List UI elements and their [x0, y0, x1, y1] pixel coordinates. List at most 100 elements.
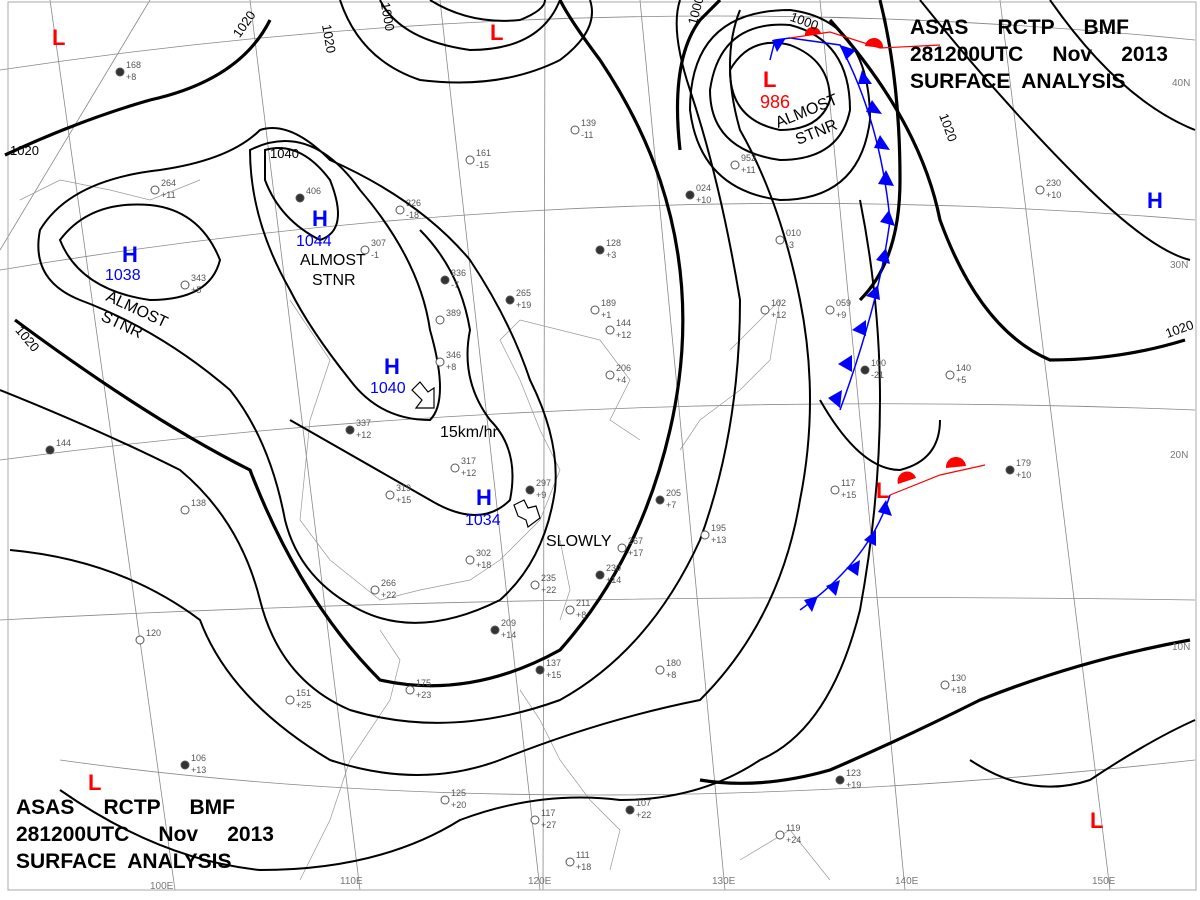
station-pressure: 117 — [541, 808, 555, 818]
arrow-icon — [411, 381, 435, 409]
station-tendency: +7 — [666, 500, 676, 510]
station-pressure: 130 — [951, 673, 966, 683]
station-tendency: -1 — [371, 250, 379, 260]
station-tendency: +10 — [1046, 190, 1061, 200]
svg-text:120E: 120E — [528, 876, 552, 887]
low-center: L — [763, 67, 776, 92]
station-marker — [700, 530, 710, 540]
station-pressure: 168 — [126, 60, 141, 70]
header-line-1: ASAS RCTP BMF — [16, 796, 235, 819]
station-plots: 168 +8 264 +11 343 +5 406 326 -18 307 -1 336 -7 389 34… — [45, 60, 1061, 872]
svg-text:1020: 1020 — [10, 143, 39, 158]
station-pressure: 151 — [296, 688, 311, 698]
station-marker — [465, 155, 475, 165]
station-marker — [525, 485, 535, 495]
svg-text:15km/hr: 15km/hr — [440, 424, 498, 441]
station-tendency: +14 — [606, 575, 621, 585]
station-tendency: +22 — [381, 590, 396, 600]
station-marker — [370, 585, 380, 595]
station-tendency: +17 — [628, 548, 643, 558]
station-pressure: 952 — [741, 153, 756, 163]
station-marker — [435, 315, 445, 325]
station-pressure: 120 — [146, 628, 161, 638]
station-pressure: 206 — [616, 363, 631, 373]
svg-text:100E: 100E — [150, 881, 174, 892]
high-center: H — [384, 354, 400, 379]
station-tendency: +8 — [666, 670, 676, 680]
high-pressure-value: 1044 — [296, 233, 332, 250]
station-tendency: -18 — [406, 210, 419, 220]
high-center: H — [1147, 188, 1163, 213]
station-marker — [385, 490, 395, 500]
svg-text:30N: 30N — [1170, 260, 1188, 271]
svg-text:140E: 140E — [895, 876, 919, 887]
station-pressure: 180 — [666, 658, 681, 668]
station-marker — [655, 665, 665, 675]
station-marker — [180, 505, 190, 515]
station-pressure: 119 — [786, 823, 800, 833]
station-pressure: 144 — [56, 438, 71, 448]
station-marker — [825, 305, 835, 315]
station-marker — [655, 495, 665, 505]
station-pressure: 326 — [406, 198, 421, 208]
map-header-top-right: ASAS RCTP BMF 281200UTC Nov 2013 SURFACE A… — [910, 14, 1168, 95]
svg-text:1040: 1040 — [270, 146, 299, 161]
station-tendency: +19 — [846, 780, 861, 790]
svg-text:1020: 1020 — [1163, 317, 1195, 341]
station-marker — [465, 555, 475, 565]
station-pressure: 389 — [446, 308, 461, 318]
high-center: H — [312, 206, 328, 231]
station-tendency: +11 — [741, 165, 756, 175]
station-tendency: +12 — [616, 330, 631, 340]
station-tendency: +9 — [836, 310, 846, 320]
svg-text:110E: 110E — [340, 876, 363, 887]
station-marker — [595, 245, 605, 255]
station-marker — [1035, 185, 1045, 195]
cold-front-triangles — [772, 38, 895, 408]
station-tendency: +13 — [191, 765, 206, 775]
station-pressure: 267 — [628, 536, 643, 546]
station-pressure: 205 — [666, 488, 681, 498]
station-marker — [945, 370, 955, 380]
header-line-1: ASAS RCTP BMF — [910, 16, 1129, 39]
station-pressure: 337 — [356, 418, 371, 428]
station-pressure: 106 — [191, 753, 206, 763]
station-marker — [435, 357, 445, 367]
station-marker — [135, 635, 145, 645]
station-pressure: 235 — [541, 573, 556, 583]
header-line-2: 281200UTC Nov 2013 — [16, 823, 274, 846]
station-pressure: 346 — [446, 350, 461, 360]
station-tendency: +18 — [476, 560, 491, 570]
station-marker — [860, 365, 870, 375]
station-pressure: 343 — [191, 273, 206, 283]
station-pressure: 195 — [711, 523, 726, 533]
station-tendency: +12 — [461, 468, 476, 478]
station-pressure: 317 — [461, 456, 476, 466]
station-marker — [565, 857, 575, 867]
station-tendency: +12 — [356, 430, 371, 440]
station-marker — [617, 543, 627, 553]
station-marker — [490, 625, 500, 635]
station-tendency: +8 — [446, 362, 456, 372]
low-center: L — [88, 770, 101, 795]
station-marker — [830, 485, 840, 495]
station-pressure: 175 — [416, 678, 431, 688]
station-tendency: +8 — [126, 72, 136, 82]
station-marker — [835, 775, 845, 785]
station-marker — [535, 665, 545, 675]
station-tendency: +22 — [636, 810, 651, 820]
station-tendency: +8 — [576, 610, 586, 620]
low-center: L — [1090, 808, 1103, 833]
header-line-3: SURFACE ANALYSIS — [16, 850, 232, 873]
station-pressure: 336 — [451, 268, 466, 278]
svg-text:1000: 1000 — [378, 1, 398, 32]
station-pressure: 161 — [476, 148, 491, 158]
station-pressure: 125 — [451, 788, 466, 798]
coordinate-labels: 100E 110E 120E 130E 140E 150E 40N 30N 20… — [150, 78, 1190, 892]
station-marker — [565, 605, 575, 615]
map-header-bottom-left: ASAS RCTP BMF 281200UTC Nov 2013 SURFACE A… — [16, 794, 274, 875]
pressure-centers: L L L 986 H 1044 H 1038 H 1040 H 1034 H … — [52, 20, 1163, 833]
station-marker — [360, 245, 370, 255]
station-pressure: 107 — [636, 798, 651, 808]
